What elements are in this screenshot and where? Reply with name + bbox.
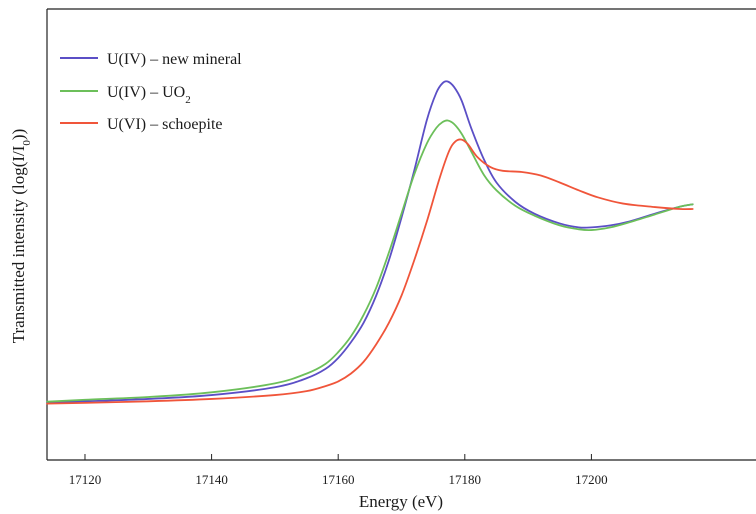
legend-label-new-mineral: U(IV) – new mineral xyxy=(107,51,242,68)
series-line-uo2 xyxy=(46,119,694,403)
y-axis-label: Transmitted intensity (log(I/I0)) xyxy=(9,129,33,344)
legend-label-uo2: U(IV) – UO2 xyxy=(107,84,191,106)
x-tick-label-17200: 17200 xyxy=(575,472,608,487)
y-axis-label-group: Transmitted intensity (log(I/I0)) xyxy=(9,129,33,344)
legend-label-uo2-main: U(IV) – UO xyxy=(107,84,185,101)
y-axis-label-subscript: 0 xyxy=(21,140,33,146)
x-tick-label-17160: 17160 xyxy=(322,472,355,487)
x-tick-label-17180: 17180 xyxy=(449,472,482,487)
legend-label-uo2-sub: 2 xyxy=(185,94,191,106)
y-axis-label-main: Transmitted intensity (log(I/I xyxy=(9,145,28,343)
series-line-schoepite xyxy=(46,138,694,405)
x-axis-label: Energy (eV) xyxy=(359,492,443,511)
series-lines xyxy=(46,80,694,405)
legend: U(IV) – new mineral U(IV) – UO2 U(VI) – … xyxy=(60,51,242,133)
legend-label-schoepite: U(VI) – schoepite xyxy=(107,116,223,133)
series-line-new-mineral xyxy=(46,80,694,404)
x-tick-label-17120: 17120 xyxy=(69,472,102,487)
x-tick-label-17140: 17140 xyxy=(195,472,228,487)
y-axis-label-suffix: )) xyxy=(9,129,28,140)
x-axis-ticks: 17120 17140 17160 17180 17200 xyxy=(69,454,608,487)
